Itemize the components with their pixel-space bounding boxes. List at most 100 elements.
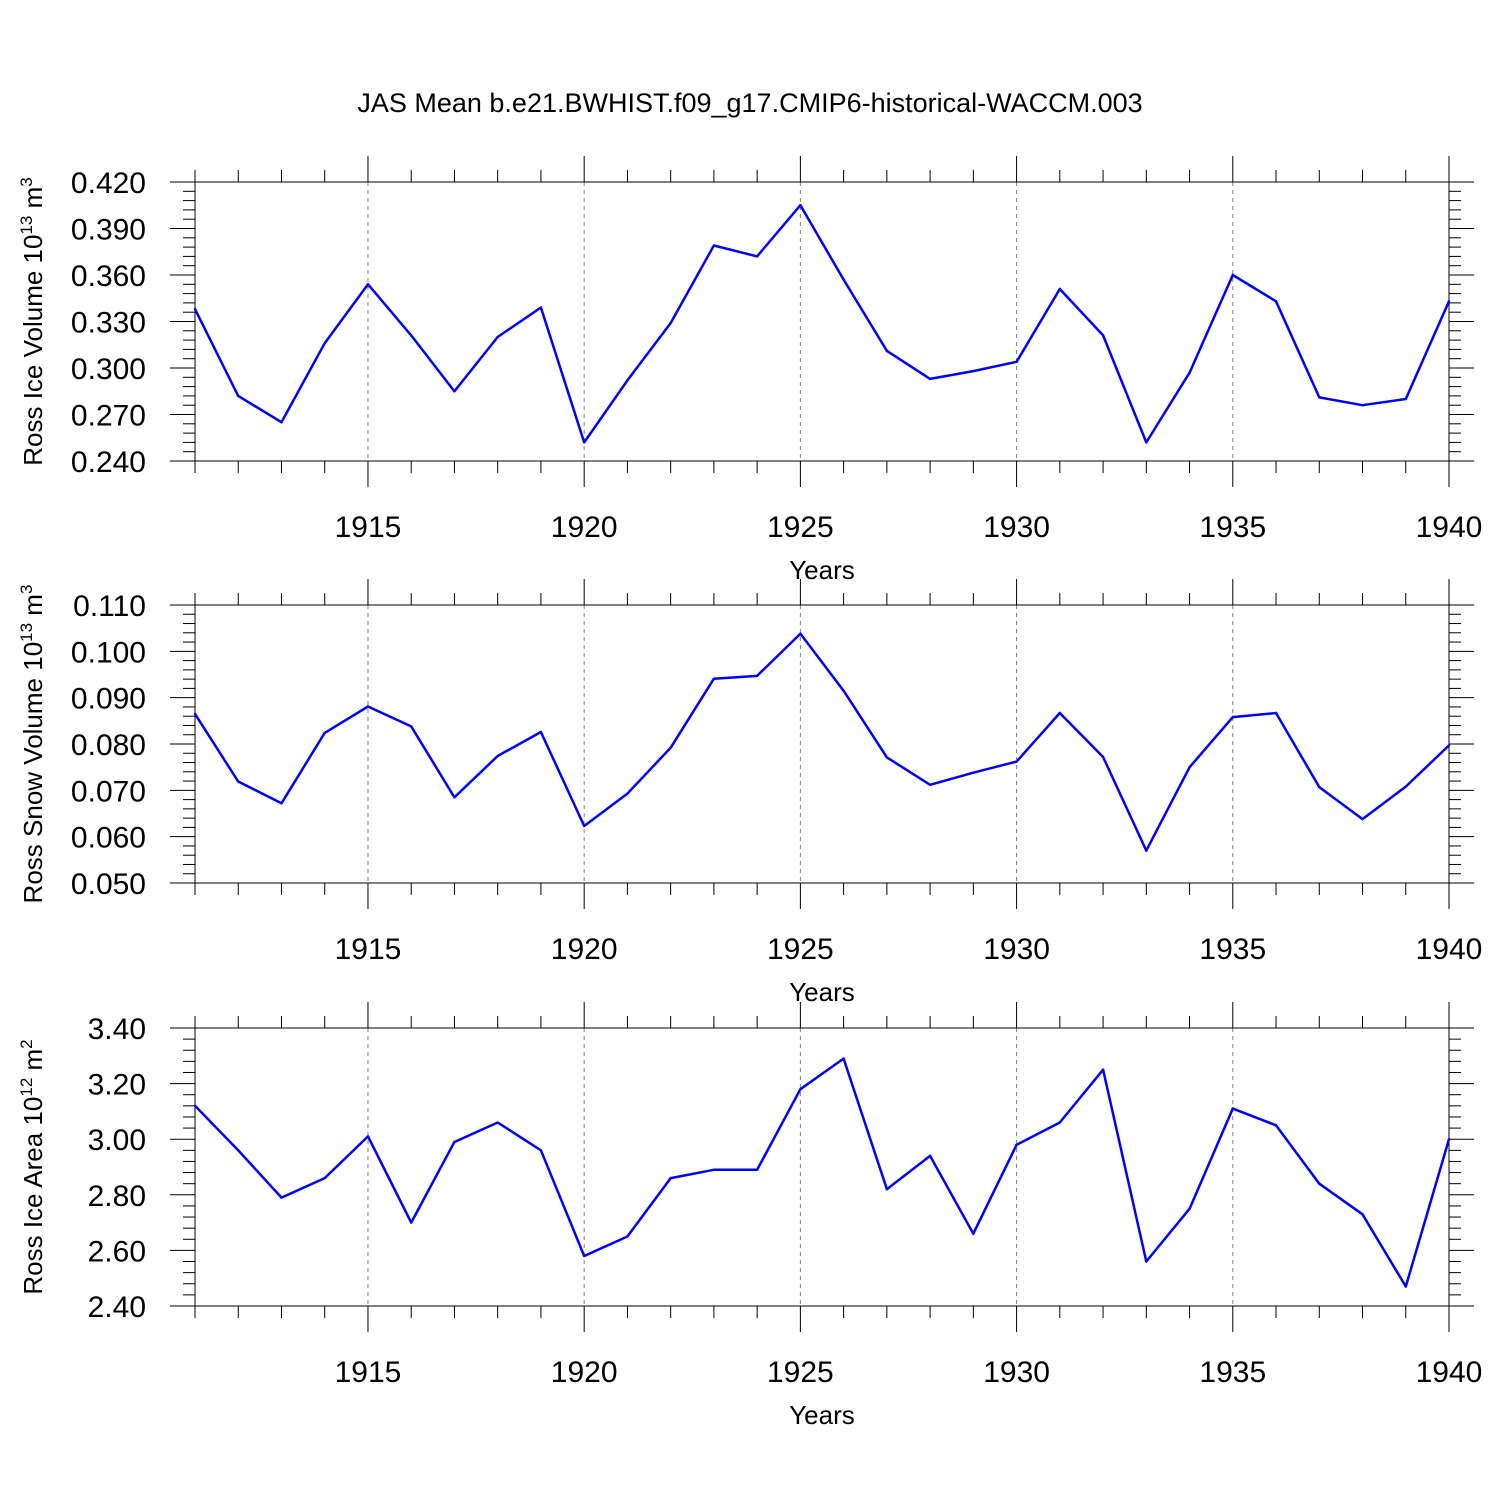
data-point (885, 1188, 889, 1191)
data-point (1318, 1182, 1321, 1185)
data-point (626, 379, 629, 382)
panel-2: 0.050 0.060 0.070 0.080 0.090 0.100 0.110 1915 1… (17, 579, 1482, 1007)
data-point (1361, 817, 1364, 821)
y-axis-label-unit: m (18, 594, 48, 623)
x-tick-label: 1930 (983, 933, 1050, 966)
x-tick-label: 1915 (335, 933, 402, 966)
series-line (193, 632, 1450, 852)
y-tick-label: 0.330 (71, 307, 146, 340)
x-tick-label: 1920 (551, 1356, 618, 1389)
data-point (1404, 1285, 1407, 1288)
x-tick-label: 1925 (767, 1356, 834, 1389)
data-point (1058, 287, 1062, 291)
x-axis-label: Years (789, 977, 855, 1007)
data-point (626, 792, 629, 795)
series-line (193, 203, 1451, 444)
data-point (1274, 1124, 1278, 1127)
data-point (1447, 300, 1451, 303)
data-point (539, 306, 543, 309)
panel-1: 0.240 0.270 0.300 0.330 0.360 0.390 0.420 1915 1… (17, 156, 1482, 585)
data-point (1447, 1138, 1451, 1141)
data-point (323, 342, 326, 345)
data-point (1145, 849, 1148, 852)
y-axis-label-unit-exponent: 3 (17, 177, 36, 186)
x-tick-label: 1935 (1199, 511, 1266, 544)
data-point (1101, 334, 1105, 337)
data-point (323, 1176, 326, 1180)
data-point (280, 1196, 283, 1199)
data-point (669, 1176, 672, 1180)
y-tick-label: 2.80 (88, 1180, 146, 1213)
y-axis-label-unit: m (18, 187, 48, 216)
x-tick-label: 1935 (1199, 1356, 1266, 1389)
x-tick-label: 1930 (983, 1356, 1050, 1389)
data-point (842, 689, 845, 692)
data-point (539, 730, 543, 734)
data-point (496, 335, 499, 339)
data-point (712, 1168, 716, 1171)
data-point (1231, 273, 1234, 277)
data-point (1274, 300, 1278, 303)
data-point (712, 244, 716, 247)
data-point (799, 204, 802, 207)
data-point (972, 369, 975, 373)
data-point (755, 1168, 759, 1171)
data-point (755, 674, 759, 678)
data-point (1231, 715, 1234, 719)
data-point (193, 307, 197, 311)
data-point (1145, 441, 1148, 444)
data-point (193, 1104, 197, 1108)
data-point (280, 802, 283, 805)
y-axis-label: Ross Ice Volume 1013 m3 (17, 177, 48, 466)
data-point (972, 1232, 975, 1235)
y-tick-label: 0.360 (71, 260, 146, 293)
data-point (280, 421, 283, 424)
data-point (755, 255, 759, 258)
x-tick-label: 1915 (335, 1356, 402, 1389)
data-point (928, 783, 932, 786)
data-point (1101, 1068, 1105, 1071)
data-point (237, 780, 240, 783)
data-point (539, 1149, 543, 1152)
x-axis-label: Years (789, 555, 855, 585)
data-point (582, 824, 586, 828)
chart-title: JAS Mean b.e21.BWHIST.f09_g17.CMIP6-hist… (357, 88, 1143, 118)
data-point (1145, 1260, 1148, 1263)
data-point (410, 725, 413, 728)
x-tick-label: 1940 (1416, 933, 1483, 966)
y-tick-label: 0.100 (71, 636, 146, 669)
data-point (496, 1121, 499, 1124)
data-point (582, 441, 586, 444)
y-tick-label: 3.20 (88, 1069, 146, 1102)
y-tick-label: 0.060 (71, 822, 146, 855)
data-point (1361, 404, 1364, 407)
y-tick-label: 0.240 (71, 446, 146, 479)
data-point (1188, 371, 1191, 374)
data-point (496, 754, 499, 758)
data-point (1188, 1207, 1191, 1210)
data-point (1101, 755, 1105, 759)
x-tick-label: 1915 (335, 511, 402, 544)
x-tick-label: 1940 (1416, 511, 1483, 544)
data-point (193, 712, 197, 716)
series-line (194, 1057, 1451, 1288)
y-tick-label: 0.300 (71, 353, 146, 386)
y-tick-label: 0.050 (71, 868, 146, 901)
data-point (799, 632, 802, 635)
y-axis-label-unit-exponent: 3 (17, 585, 36, 594)
y-tick-label: 0.080 (71, 729, 146, 762)
y-axis-label-exponent: 13 (17, 216, 36, 235)
x-tick-label: 1925 (767, 511, 834, 544)
y-axis-label: Ross Snow Volume 1013 m3 (17, 585, 48, 904)
data-point (669, 321, 672, 325)
data-point (1361, 1213, 1364, 1216)
x-tick-label: 1935 (1199, 933, 1266, 966)
data-point (582, 1254, 586, 1258)
data-point (1058, 711, 1062, 715)
data-point (1188, 765, 1191, 769)
y-tick-label: 0.110 (73, 590, 146, 623)
x-tick-label: 1920 (551, 933, 618, 966)
data-point (1015, 360, 1018, 363)
data-point (237, 1149, 240, 1152)
